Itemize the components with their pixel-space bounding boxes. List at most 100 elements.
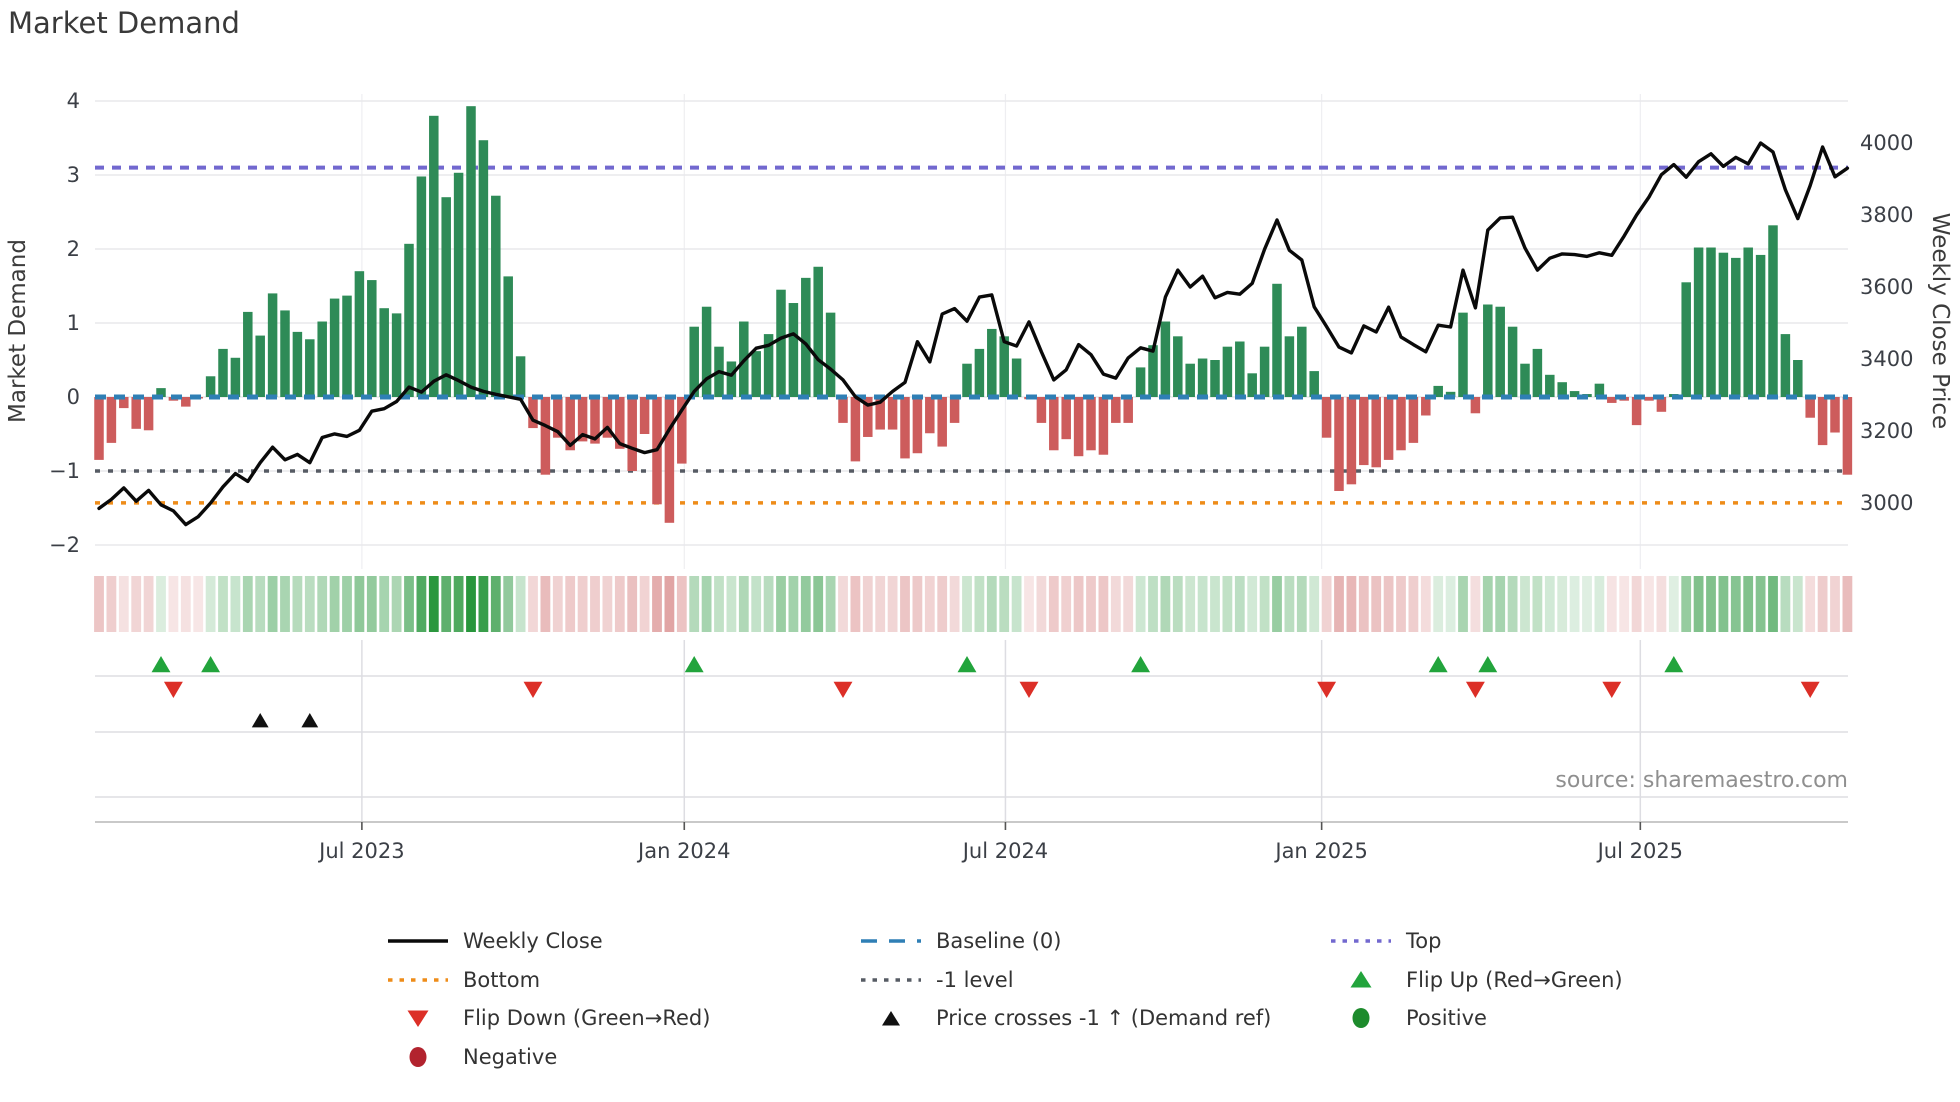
negative-demand-bar — [1805, 397, 1815, 418]
positive-demand-bar — [701, 306, 712, 397]
negative-demand-bar — [106, 397, 117, 443]
positive-demand-bar — [1569, 391, 1580, 397]
positive-demand-bar — [1135, 367, 1146, 397]
flip-down-marker — [1019, 681, 1039, 698]
positive-demand-bar — [404, 243, 414, 397]
demand-heatmap-strip — [94, 576, 1853, 632]
heatmap-cell — [1234, 576, 1245, 632]
legend-label: Bottom — [463, 967, 541, 992]
heatmap-cell — [1433, 576, 1444, 632]
heatmap-cell — [1160, 576, 1171, 632]
positive-demand-bar — [788, 303, 799, 397]
legend-label: Positive — [1406, 1006, 1487, 1031]
legend-label: Weekly Close — [463, 929, 603, 954]
heatmap-cell — [1544, 576, 1555, 632]
legend-item: Flip Up (Red→Green) — [1328, 961, 1623, 1000]
positive-demand-bar — [1483, 304, 1493, 397]
heatmap-cell — [1284, 576, 1295, 632]
y-tick-label-left: 0 — [67, 385, 80, 409]
flip-up-marker — [957, 656, 977, 673]
y-tick-label-right: 3400 — [1860, 347, 1913, 371]
legend-marker — [385, 928, 451, 954]
positive-demand-bar — [1011, 358, 1022, 397]
negative-demand-bar — [1073, 397, 1084, 457]
y-tick-label-left: 3 — [67, 163, 80, 187]
heatmap-cell — [974, 576, 985, 632]
positive-demand-bar — [999, 336, 1009, 397]
positive-demand-bar — [391, 313, 402, 397]
negative-demand-bar — [639, 397, 650, 434]
flip-down-marker — [1465, 681, 1485, 698]
weekly-close-line — [97, 141, 1850, 527]
heatmap-cell — [515, 576, 526, 632]
legend-marker — [1328, 967, 1394, 993]
legend-label: Top — [1406, 929, 1442, 954]
positive-demand-bar — [1755, 254, 1766, 397]
heatmap-cell — [317, 576, 328, 632]
negative-demand-bar — [119, 397, 129, 409]
legend-item: Baseline (0) — [858, 922, 1271, 961]
heatmap-cell — [292, 576, 303, 632]
heatmap-cell — [1272, 576, 1282, 632]
positive-demand-bar — [1173, 336, 1183, 397]
heatmap-cell — [1396, 576, 1406, 632]
heatmap-cell — [528, 576, 538, 632]
positive-demand-bar — [367, 280, 377, 397]
positive-demand-bar — [1247, 373, 1257, 397]
positive-demand-bar — [329, 298, 340, 397]
positive-demand-bar — [267, 293, 278, 397]
heatmap-cell — [193, 576, 204, 632]
positive-demand-bar — [751, 351, 761, 397]
positive-demand-bar — [1693, 247, 1704, 397]
heatmap-cell — [1644, 576, 1654, 632]
heatmap-cell — [416, 576, 427, 632]
legend-marker — [858, 1005, 924, 1031]
legend-column: Baseline (0) -1 level Price crosses -1 ↑ (… — [858, 922, 1271, 1038]
heatmap-cell — [639, 576, 650, 632]
heatmap-cell — [1135, 576, 1146, 632]
legend-item: -1 level — [858, 961, 1271, 1000]
heatmap-cell — [354, 576, 365, 632]
circle-green-legend-marker — [1352, 1008, 1370, 1029]
heatmap-cell — [1110, 576, 1121, 632]
negative-demand-bar — [577, 397, 588, 442]
heatmap-cell — [627, 576, 638, 632]
positive-demand-bar — [292, 331, 303, 397]
heatmap-cell — [1780, 576, 1791, 632]
legend-column: Top Flip Up (Red→Green) Positive — [1328, 922, 1623, 1038]
heatmap-cell — [1792, 576, 1803, 632]
tri-up-green-legend-marker — [1350, 970, 1372, 988]
x-tick-label: Jul 2024 — [961, 839, 1048, 863]
legend-marker — [385, 1044, 451, 1070]
positive-demand-bar — [1235, 341, 1245, 397]
heatmap-cell — [441, 576, 452, 632]
negative-demand-bar — [1607, 397, 1617, 403]
positive-demand-bar — [305, 339, 315, 397]
heatmap-cell — [1842, 576, 1853, 632]
heatmap-cell — [614, 576, 625, 632]
heatmap-cell — [776, 576, 786, 632]
heatmap-cell — [118, 576, 129, 632]
flip-up-marker — [1428, 656, 1448, 673]
flip-down-marker — [1602, 681, 1622, 698]
flip-down-marker — [1317, 681, 1337, 698]
heatmap-cell — [540, 576, 551, 632]
negative-demand-bar — [1359, 397, 1369, 466]
dash-blue-legend-marker — [861, 939, 921, 944]
y-tick-label-left: −1 — [49, 459, 80, 483]
positive-demand-bar — [230, 357, 241, 397]
heatmap-cell — [391, 576, 402, 632]
legend-marker — [385, 1005, 451, 1031]
dot-purple-legend-marker — [1331, 939, 1391, 944]
positive-demand-bar — [776, 289, 786, 397]
positive-demand-bar — [453, 172, 464, 397]
heatmap-cell — [1718, 576, 1729, 632]
heatmap-cell — [230, 576, 241, 632]
axis-ticks: 4 3 2 1 0 −1 −2 4000 3800 3600 3400 3200 3000 Jul 202… — [49, 89, 1913, 863]
negative-demand-bar — [1371, 397, 1381, 468]
negative-demand-bar — [838, 397, 848, 423]
positive-demand-bar — [1793, 360, 1803, 397]
negative-demand-bar — [664, 397, 675, 523]
heatmap-cell — [565, 576, 576, 632]
